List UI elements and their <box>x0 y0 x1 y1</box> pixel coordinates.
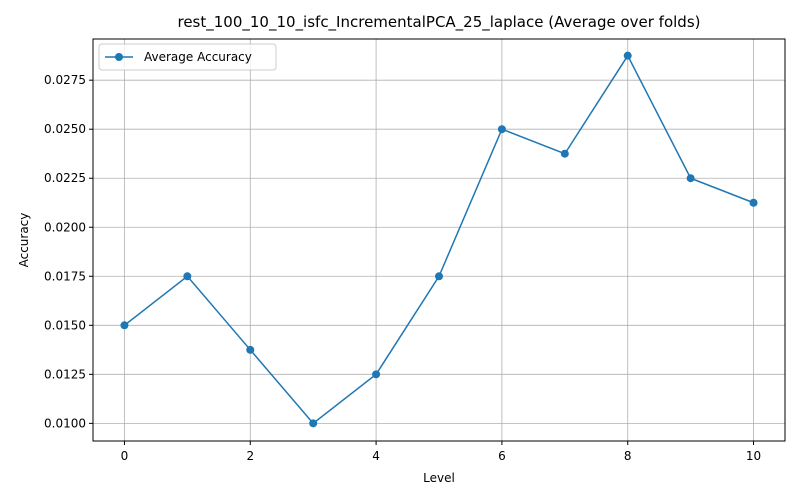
y-tick-label: 0.0125 <box>44 367 86 381</box>
x-tick-label: 0 <box>121 449 129 463</box>
plot-frame <box>92 38 786 442</box>
legend-marker-swatch <box>115 53 123 61</box>
data-point <box>246 345 255 354</box>
legend: Average Accuracy <box>98 43 277 71</box>
chart-title: rest_100_10_10_isfc_IncrementalPCA_25_la… <box>177 13 700 32</box>
data-point <box>686 174 695 183</box>
series-layer <box>120 51 758 428</box>
data-point <box>372 370 381 379</box>
data-point <box>749 198 758 207</box>
data-point <box>497 125 506 134</box>
data-point <box>435 272 443 281</box>
data-point <box>120 321 129 330</box>
data-point <box>623 51 632 60</box>
y-tick-label: 0.0100 <box>44 416 86 430</box>
x-tick-label: 8 <box>624 449 632 463</box>
y-tick-label: 0.0150 <box>44 318 86 332</box>
data-point <box>560 149 569 158</box>
axis-ticks: 0 2 4 6 8 10 0.0100 0.0125 0.0150 0.0175 0.0200 0.0… <box>44 73 761 463</box>
y-tick-label: 0.0225 <box>44 171 86 185</box>
x-tick-label: 4 <box>372 449 380 463</box>
data-point <box>183 272 192 281</box>
y-tick-label: 0.0200 <box>44 220 86 234</box>
data-point <box>309 419 318 428</box>
x-axis-label: Level <box>423 471 455 485</box>
legend-box <box>98 43 277 71</box>
y-axis-label: Accuracy <box>17 213 31 268</box>
y-tick-label: 0.0250 <box>44 122 86 136</box>
y-tick-label: 0.0275 <box>44 73 86 87</box>
grid <box>93 39 785 441</box>
x-tick-label: 6 <box>498 449 506 463</box>
x-tick-label: 2 <box>246 449 254 463</box>
x-tick-label: 10 <box>746 449 761 463</box>
y-tick-label: 0.0175 <box>44 269 86 283</box>
legend-label-average-accuracy: Average Accuracy <box>144 50 252 64</box>
